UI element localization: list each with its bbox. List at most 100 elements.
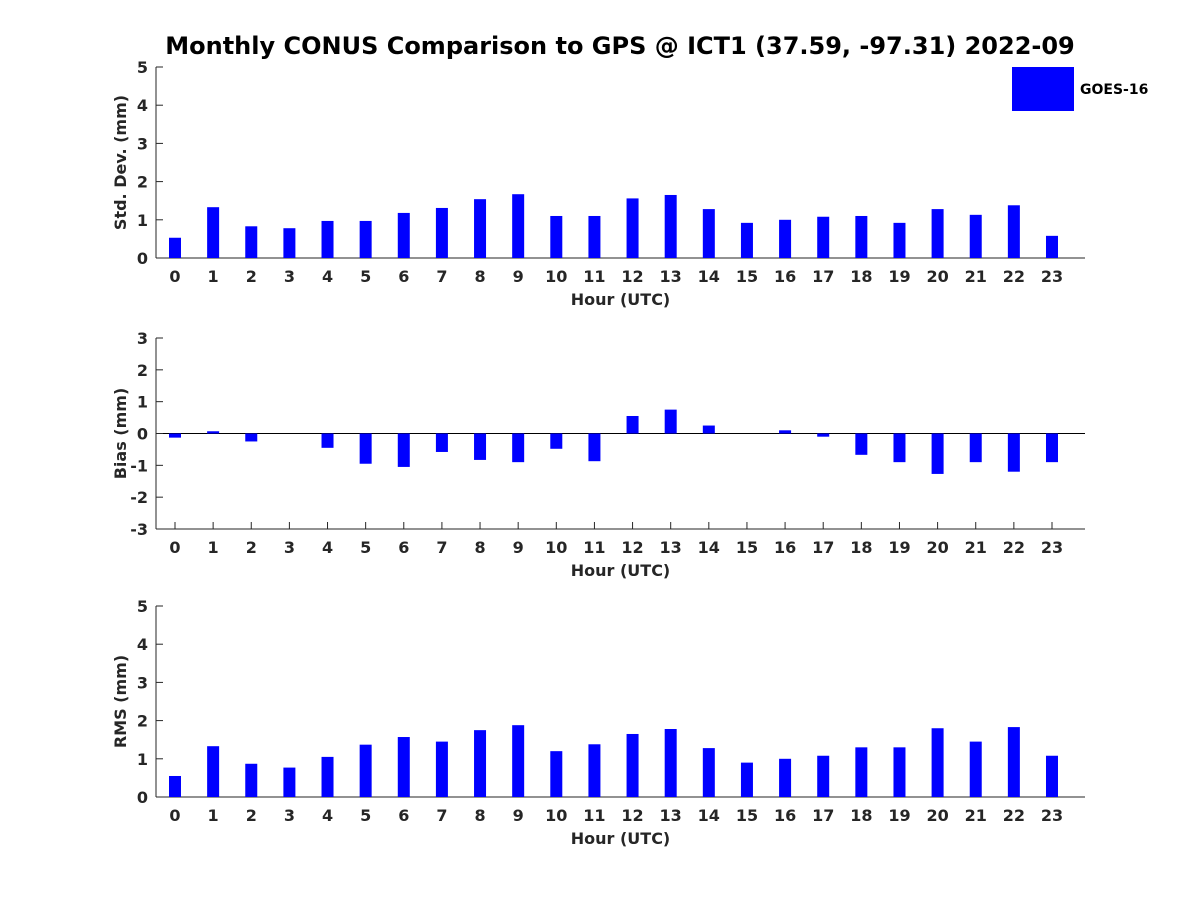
legend-label: GOES-16	[1080, 82, 1148, 98]
x-tick-label: 23	[1041, 806, 1063, 825]
bar-hour-21	[969, 741, 982, 797]
x-tick-label: 23	[1041, 267, 1063, 286]
x-tick-label: 20	[926, 806, 948, 825]
bar-hour-4	[321, 756, 334, 797]
bar-hour-8	[474, 433, 487, 460]
x-tick-label: 15	[736, 267, 758, 286]
legend-swatch-goes16	[1012, 67, 1074, 111]
bar-hour-14	[702, 425, 715, 434]
x-tick-label: 10	[545, 806, 567, 825]
x-tick-label: 17	[812, 538, 834, 557]
x-axis-title: Hour (UTC)	[571, 561, 671, 580]
x-tick-label: 16	[774, 806, 796, 825]
x-tick-label: 13	[660, 267, 682, 286]
x-tick-label: 2	[246, 806, 257, 825]
bar-hour-6	[397, 737, 410, 797]
x-axis-title: Hour (UTC)	[571, 829, 671, 848]
bar-hour-8	[474, 730, 487, 797]
bar-hour-6	[397, 433, 410, 467]
y-axis-title: Std. Dev. (mm)	[111, 95, 130, 230]
x-tick-label: 6	[398, 267, 409, 286]
x-tick-label: 12	[621, 267, 643, 286]
x-tick-label: 10	[545, 538, 567, 557]
bar-hour-23	[1045, 235, 1058, 258]
bar-hour-20	[931, 209, 944, 258]
bar-hour-2	[245, 433, 258, 442]
x-tick-label: 8	[474, 267, 485, 286]
x-tick-label: 7	[436, 538, 447, 557]
y-tick-label: 1	[137, 211, 148, 230]
bar-hour-3	[283, 767, 296, 797]
bar-hour-14	[702, 748, 715, 797]
x-tick-label: 11	[583, 806, 605, 825]
x-tick-label: 6	[398, 538, 409, 557]
x-tick-label: 0	[169, 806, 180, 825]
bar-hour-21	[969, 214, 982, 258]
x-tick-label: 3	[284, 267, 295, 286]
bar-hour-18	[855, 215, 868, 258]
bar-hour-13	[664, 729, 677, 797]
x-tick-label: 20	[926, 267, 948, 286]
x-tick-label: 12	[621, 538, 643, 557]
bar-hour-0	[169, 433, 181, 438]
bar-hour-5	[359, 220, 372, 258]
x-tick-label: 17	[812, 267, 834, 286]
x-tick-label: 9	[513, 267, 524, 286]
bar-hour-19	[893, 433, 906, 463]
bar-hour-17	[817, 216, 830, 258]
x-tick-label: 19	[888, 538, 910, 557]
x-tick-label: 23	[1041, 538, 1063, 557]
bar-hour-19	[893, 747, 906, 797]
bar-hour-22	[1007, 727, 1020, 797]
bar-hour-16	[779, 219, 792, 258]
y-tick-label: 4	[137, 635, 148, 654]
bar-hour-4	[321, 433, 334, 448]
x-tick-label: 3	[284, 806, 295, 825]
bar-hour-23	[1045, 433, 1058, 463]
x-tick-label: 6	[398, 806, 409, 825]
x-tick-label: 22	[1003, 806, 1025, 825]
x-tick-label: 5	[360, 806, 371, 825]
y-tick-label: 4	[137, 96, 148, 115]
bar-hour-20	[931, 728, 944, 797]
bar-hour-0	[169, 237, 181, 258]
bar-hour-11	[588, 433, 601, 462]
bar-hour-1	[207, 746, 220, 797]
bar-hour-9	[512, 194, 525, 258]
x-tick-label: 19	[888, 267, 910, 286]
bar-hour-17	[817, 755, 830, 797]
x-tick-label: 1	[208, 806, 219, 825]
bar-hour-13	[664, 409, 677, 434]
bar-hour-12	[626, 415, 639, 434]
x-axis-title: Hour (UTC)	[571, 290, 671, 309]
x-tick-label: 1	[208, 267, 219, 286]
x-tick-label: 3	[284, 538, 295, 557]
y-axis-title: RMS (mm)	[111, 655, 130, 748]
x-tick-label: 8	[474, 538, 485, 557]
x-tick-label: 21	[965, 267, 987, 286]
x-tick-label: 16	[774, 267, 796, 286]
x-tick-label: 7	[436, 806, 447, 825]
x-tick-label: 15	[736, 806, 758, 825]
x-tick-label: 22	[1003, 538, 1025, 557]
bar-hour-3	[283, 228, 296, 258]
x-tick-label: 14	[698, 806, 720, 825]
bar-hour-20	[931, 433, 944, 474]
bar-hour-4	[321, 220, 334, 258]
bar-hour-7	[435, 433, 448, 452]
bar-hour-10	[550, 215, 563, 258]
y-tick-label: 1	[137, 750, 148, 769]
bar-hour-9	[512, 433, 525, 463]
bar-hour-9	[512, 725, 525, 797]
y-tick-label: 3	[137, 329, 148, 348]
bar-hour-17	[817, 433, 830, 437]
x-tick-label: 5	[360, 267, 371, 286]
bar-hour-11	[588, 744, 601, 797]
x-tick-label: 0	[169, 267, 180, 286]
y-tick-label: 2	[137, 173, 148, 192]
x-tick-label: 16	[774, 538, 796, 557]
bar-hour-13	[664, 194, 677, 258]
